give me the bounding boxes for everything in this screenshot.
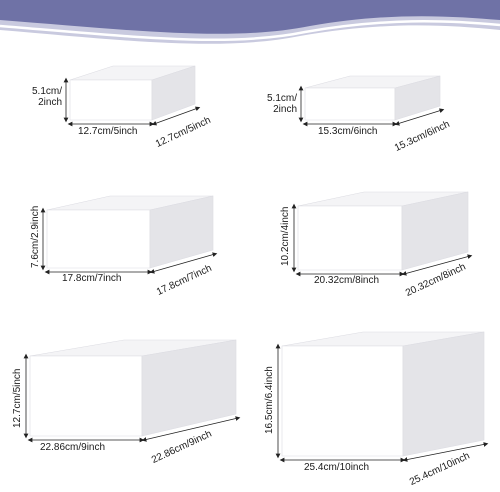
box-5-width-label: 22.86cm/9inch — [40, 442, 106, 453]
box-1 — [63, 65, 201, 127]
box-4-height-label: 10.2cm/4inch — [280, 206, 291, 266]
wave-header — [0, 0, 500, 44]
box-1-height-label: 5.1cm/ 2inch — [31, 86, 62, 108]
wave-white-gap — [0, 20, 500, 42]
box-3-height-label: 7.6cm/2.9inch — [30, 205, 41, 268]
box-2 — [298, 75, 445, 127]
box-2-height-label: 5.1cm/ 2inch — [266, 93, 297, 115]
box-3-width-label: 17.8cm/7inch — [62, 273, 122, 284]
box-2-width-label: 15.3cm/6inch — [318, 126, 378, 137]
box-5 — [23, 339, 241, 443]
box-4-width-label: 20.32cm/8inch — [314, 275, 380, 286]
box-5-height-label: 12.7cm/5inch — [12, 368, 23, 428]
wave-dark-band — [0, 0, 500, 34]
box-4 — [291, 191, 473, 277]
box-1-width-label: 12.7cm/5inch — [78, 126, 138, 137]
box-6-height-label: 16.5cm/6.4inch — [264, 366, 275, 434]
box-6-width-label: 25.4cm/10inch — [304, 462, 370, 473]
box-3 — [40, 195, 218, 275]
box-6 — [275, 331, 489, 463]
